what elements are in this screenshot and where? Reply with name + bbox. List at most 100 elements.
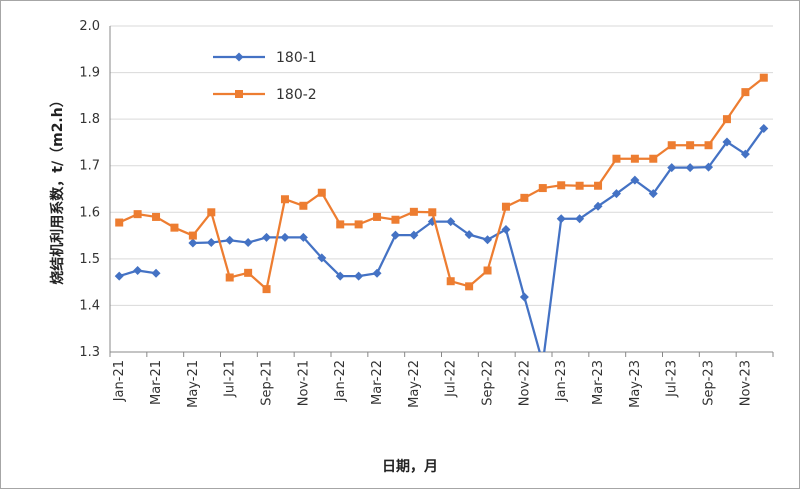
series-180-1-point [483, 235, 493, 245]
series-180-1-point [335, 271, 345, 281]
series-180-1-point [611, 189, 621, 199]
legend-180-2-marker [235, 90, 243, 98]
series-180-1-point [114, 271, 124, 281]
series-180-1-point [280, 232, 290, 242]
series-180-1-point [759, 123, 769, 133]
series-180-2-point [630, 154, 639, 163]
x-tick-label: Sep-21 [260, 360, 275, 406]
series-180-2-point [501, 202, 510, 211]
series-180-2-point [704, 141, 713, 150]
y-tick-label: 2.0 [79, 19, 100, 34]
series-180-2-point [575, 181, 584, 190]
series-180-2-point [538, 184, 547, 193]
x-tick-label: Sep-22 [481, 360, 496, 406]
series-180-1-point [206, 238, 216, 248]
series-180-2-point [207, 208, 216, 217]
series-180-2-point [686, 141, 695, 150]
series-180-2-point [373, 212, 382, 221]
series-180-1-point [667, 163, 677, 173]
series-180-2-point [225, 273, 234, 282]
series-180-1-point [372, 268, 382, 278]
series-180-2-point [170, 223, 179, 232]
series-180-2-point [152, 212, 161, 221]
series-180-1-point [464, 230, 474, 240]
series-180-1-point [298, 232, 308, 242]
x-tick-label: May-23 [628, 360, 643, 408]
series-180-2-point [391, 215, 400, 224]
x-tick-label: Jan-22 [333, 360, 348, 402]
series-180-2-line [118, 76, 765, 291]
y-tick-label: 1.3 [79, 345, 100, 360]
series-180-2-point [336, 220, 345, 229]
series-180-2-point [594, 181, 603, 190]
series-180-1-point [243, 238, 253, 248]
x-tick-label: Sep-23 [702, 360, 717, 406]
x-tick-label: Jan-23 [554, 360, 569, 402]
series-180-1 [114, 123, 769, 368]
series-180-1-point [593, 201, 603, 211]
series-180-2-point [354, 220, 363, 229]
series-180-2-point [722, 115, 731, 124]
x-tick-label: Mar-22 [370, 360, 385, 405]
series-180-1-point [133, 266, 143, 275]
x-tick-label: Jan-21 [112, 360, 127, 402]
series-180-1-point [575, 214, 585, 224]
series-180-2-point [299, 201, 308, 210]
y-tick-label: 1.5 [79, 252, 100, 267]
x-tick-label: Jul-22 [444, 360, 459, 398]
series-180-2-point [649, 154, 658, 163]
series-group [114, 73, 769, 368]
series-180-1-point [722, 137, 732, 147]
y-tick-label: 1.8 [79, 112, 100, 127]
series-180-1-point [446, 217, 456, 227]
x-tick-label: Mar-23 [591, 360, 606, 405]
series-180-2-point [317, 188, 326, 197]
series-180-1-point [225, 235, 235, 245]
series-180-1-point [151, 268, 161, 278]
series-180-2-point [188, 231, 197, 240]
legend-180-1: 180-1 [213, 50, 317, 66]
series-180-2-point [557, 181, 566, 190]
series-180-2 [115, 73, 768, 294]
series-180-2-point [409, 207, 418, 216]
series-180-2-point [520, 193, 529, 202]
series-180-1-point [538, 359, 547, 368]
x-tick-label: Jul-21 [223, 360, 238, 398]
series-180-1-point [354, 271, 364, 281]
legend-180-1-marker [234, 52, 244, 62]
y-tick-label: 1.9 [79, 66, 100, 81]
series-180-1-point [685, 163, 695, 173]
legend-180-1-label: 180-1 [276, 50, 317, 66]
series-180-2-point [759, 73, 768, 82]
x-tick-label: Mar-21 [149, 360, 164, 405]
x-axis-title: 日期，月 [382, 459, 438, 475]
series-180-2-point [446, 277, 455, 286]
x-tick-label: Nov-23 [738, 360, 753, 406]
x-tick-label: May-22 [407, 360, 422, 408]
x-tick-label: Jul-23 [665, 360, 680, 398]
series-180-1-point [262, 232, 272, 242]
y-tick-label: 1.6 [79, 205, 100, 220]
y-axis-title: 烧结机利用系数，t/（m2.h） [49, 93, 66, 284]
series-180-2-point [741, 88, 750, 97]
series-180-1-point [188, 238, 198, 248]
series-180-2-point [612, 154, 621, 163]
series-180-1-line [192, 127, 765, 352]
series-180-1-point [556, 214, 566, 224]
x-tick-label: May-21 [186, 360, 201, 408]
series-180-2-point [483, 266, 492, 275]
series-180-1-point [317, 253, 327, 263]
y-tick-label: 1.7 [79, 159, 100, 174]
series-180-1-point [519, 292, 529, 302]
series-180-2-point [428, 208, 437, 217]
series-180-2-point [115, 218, 124, 227]
series-180-1-point [704, 162, 714, 172]
x-tick-label: Nov-21 [296, 360, 311, 406]
y-axis-ticks: 1.3 1.4 1.5 1.6 1.7 1.8 1.9 2.0 [79, 19, 100, 360]
series-180-2-point [262, 285, 271, 294]
series-180-1-point [390, 230, 400, 240]
series-180-1-point [630, 175, 640, 185]
series-180-1-point [409, 230, 419, 240]
